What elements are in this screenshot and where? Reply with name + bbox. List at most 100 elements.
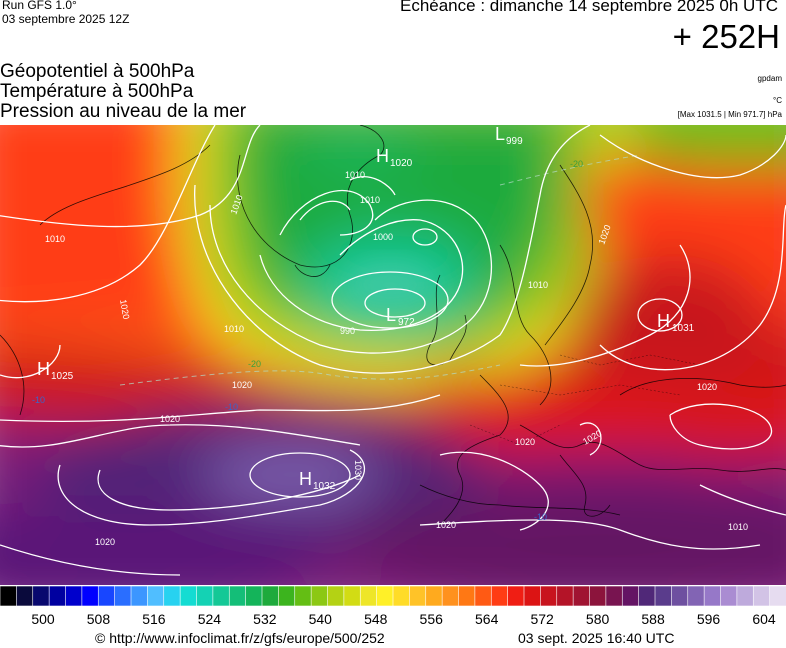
temperature-label: -10 [32, 395, 45, 405]
legend-swatch [720, 586, 738, 607]
legend-swatch [294, 586, 312, 607]
isobar-label: 1010 [345, 170, 365, 180]
legend-tick-label: 540 [308, 611, 332, 627]
legend-tick-label: 524 [197, 611, 222, 627]
legend-tick-label: 596 [696, 611, 721, 627]
lead-hour: + 252H [672, 18, 780, 55]
legend-swatch [687, 586, 705, 607]
pressure-center-high: H 1025 [37, 359, 74, 382]
legend-swatch [392, 586, 411, 607]
legend-swatch [441, 586, 460, 607]
temperature-label: -20 [570, 159, 583, 169]
legend-swatch [32, 586, 50, 607]
legend-swatch [671, 586, 689, 607]
legend-swatch [48, 586, 67, 607]
legend-swatch [458, 586, 476, 607]
run-date: 03 septembre 2025 12Z [2, 12, 130, 26]
temperature-labels: -20 -20 -10 -10 -10 [32, 159, 583, 522]
isobar-label: 1030 [353, 460, 363, 480]
legend-swatch [736, 586, 755, 607]
legend-swatch [589, 586, 607, 607]
isobar-label: 1010 [728, 522, 748, 532]
temperature-label: -10 [225, 402, 238, 412]
legend-swatch [507, 586, 525, 607]
isobar-label: 1010 [360, 195, 380, 205]
legend-tick-label: 556 [419, 611, 443, 627]
legend-swatch [359, 586, 378, 607]
source-url[interactable]: © http://www.infoclimat.fr/z/gfs/europe/… [95, 630, 385, 646]
legend-tick-label: 572 [530, 611, 554, 627]
svg-text:1031: 1031 [672, 323, 695, 334]
legend-tick-label: 516 [142, 611, 166, 627]
isobar-label: 990 [340, 326, 355, 336]
legend-swatch [425, 586, 443, 607]
legend-swatch [245, 586, 263, 607]
legend-swatch [130, 586, 149, 607]
legend-swatch [179, 586, 198, 607]
svg-text:1025: 1025 [51, 371, 74, 382]
pressure-center-high: H 1031 [657, 311, 695, 334]
run-label: Run GFS 1.0° [2, 0, 77, 12]
isobar-label: 1010 [224, 324, 244, 334]
legend-tick-label: 532 [253, 611, 277, 627]
svg-text:L: L [495, 125, 505, 144]
legend-swatch [621, 586, 640, 607]
pressure-minmax: [Max 1031.5 | Min 971.7] hPa [677, 110, 782, 119]
legend-swatch [703, 586, 722, 607]
temperature-label: -20 [248, 359, 261, 369]
unit-temperature: °C [773, 96, 782, 105]
legend-swatch [540, 586, 558, 607]
legend-swatch [16, 586, 34, 607]
pressure-center-low: L 972 [386, 305, 415, 328]
legend-swatch [769, 586, 786, 607]
svg-text:H: H [657, 311, 670, 331]
weather-map: 1010 1010 1010 1000 990 1010 1020 1010 1… [0, 125, 786, 585]
color-legend [0, 586, 786, 607]
isobar-label: 1020 [160, 414, 180, 424]
legend-swatch [0, 586, 18, 607]
legend-tick-label: 588 [641, 611, 665, 627]
svg-text:H: H [37, 359, 50, 379]
unit-geopotential: gpdam [757, 74, 782, 83]
legend-swatch [228, 586, 247, 607]
legend-tick-label: 604 [752, 611, 776, 627]
isobar-label: 1020 [436, 520, 456, 530]
svg-text:L: L [386, 305, 396, 325]
legend-swatch [409, 586, 427, 607]
legend-swatch [343, 586, 362, 607]
legend-swatch [376, 586, 394, 607]
pressure-center-high: H 1032 [299, 469, 336, 492]
title-geopotential: Géopotentiel à 500hPa [0, 61, 195, 82]
temperature-label: -10 [534, 512, 547, 522]
legend-tick-label: 564 [475, 611, 499, 627]
legend-swatch [556, 586, 574, 607]
legend-swatch [81, 586, 100, 607]
isobar-label: 1020 [515, 437, 535, 447]
legend-swatch [523, 586, 542, 607]
title-pressure: Pression au niveau de la mer [0, 101, 247, 122]
legend-swatch [605, 586, 624, 607]
svg-text:972: 972 [398, 317, 415, 328]
temperature-contours [119, 154, 641, 386]
isobar-label: 1010 [45, 234, 65, 244]
legend-swatch [752, 586, 771, 607]
svg-text:999: 999 [506, 136, 523, 147]
isobars [0, 125, 786, 576]
legend-tick-label: 548 [364, 611, 388, 627]
legend-swatch [261, 586, 280, 607]
svg-text:1032: 1032 [313, 481, 336, 492]
legend-swatch [638, 586, 656, 607]
legend-swatch [654, 586, 673, 607]
legend-swatch [163, 586, 181, 607]
valid-time-label: Echéance : dimanche 14 septembre 2025 0h… [399, 0, 778, 15]
legend-swatch [97, 586, 116, 607]
svg-text:1020: 1020 [390, 158, 413, 169]
legend-tick-label: 500 [31, 611, 55, 627]
legend-swatch [212, 586, 231, 607]
legend-swatch [278, 586, 296, 607]
isobar-label: 1020 [697, 382, 717, 392]
legend-swatch [147, 586, 165, 607]
legend-tick-label: 508 [86, 611, 111, 627]
isobar-label: 1020 [232, 380, 252, 390]
legend-swatch [114, 586, 132, 607]
